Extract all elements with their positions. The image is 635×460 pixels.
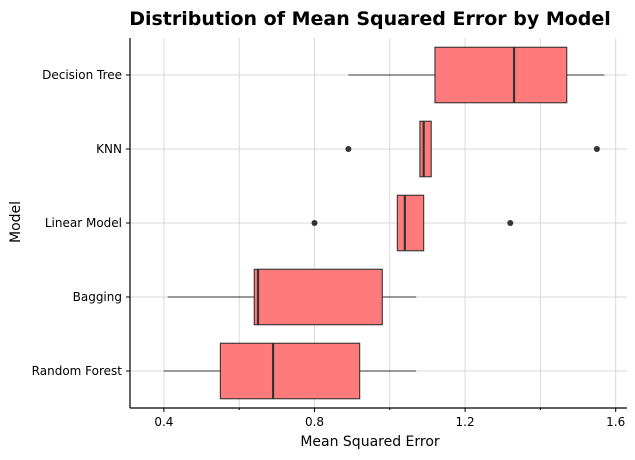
plot-layer (163, 46, 605, 400)
y-axis-label: Model (8, 201, 24, 243)
box-iqr (419, 120, 432, 178)
box-iqr (434, 46, 568, 104)
axis-layer: 0.4 0.8 1.2 1.6 Decision Tree KNN Linear Model… (32, 38, 627, 429)
x-tick-label: 1.2 (456, 415, 475, 429)
x-tick-label: 0.4 (154, 415, 173, 429)
box-iqr (253, 268, 383, 326)
x-tick-label: 1.6 (606, 415, 625, 429)
y-tick-label: Bagging (73, 290, 122, 304)
outlier-point (345, 146, 352, 152)
x-axis-label: Mean Squared Error (300, 434, 440, 450)
x-tick-label: 0.8 (305, 415, 324, 429)
box-group (163, 342, 417, 400)
box-group (348, 46, 605, 104)
box-iqr (219, 342, 361, 400)
box-group (345, 120, 600, 178)
y-tick-label: KNN (96, 142, 122, 156)
box-group (167, 268, 417, 326)
y-tick-label: Linear Model (45, 216, 122, 230)
outlier-point (593, 146, 600, 152)
chart-title: Distribution of Mean Squared Error by Mo… (129, 8, 611, 30)
box-group (311, 194, 514, 252)
y-tick-label: Random Forest (32, 364, 123, 378)
box-iqr (396, 194, 425, 252)
outlier-point (507, 220, 514, 226)
outlier-point (311, 220, 318, 226)
y-tick-label: Decision Tree (42, 68, 122, 82)
